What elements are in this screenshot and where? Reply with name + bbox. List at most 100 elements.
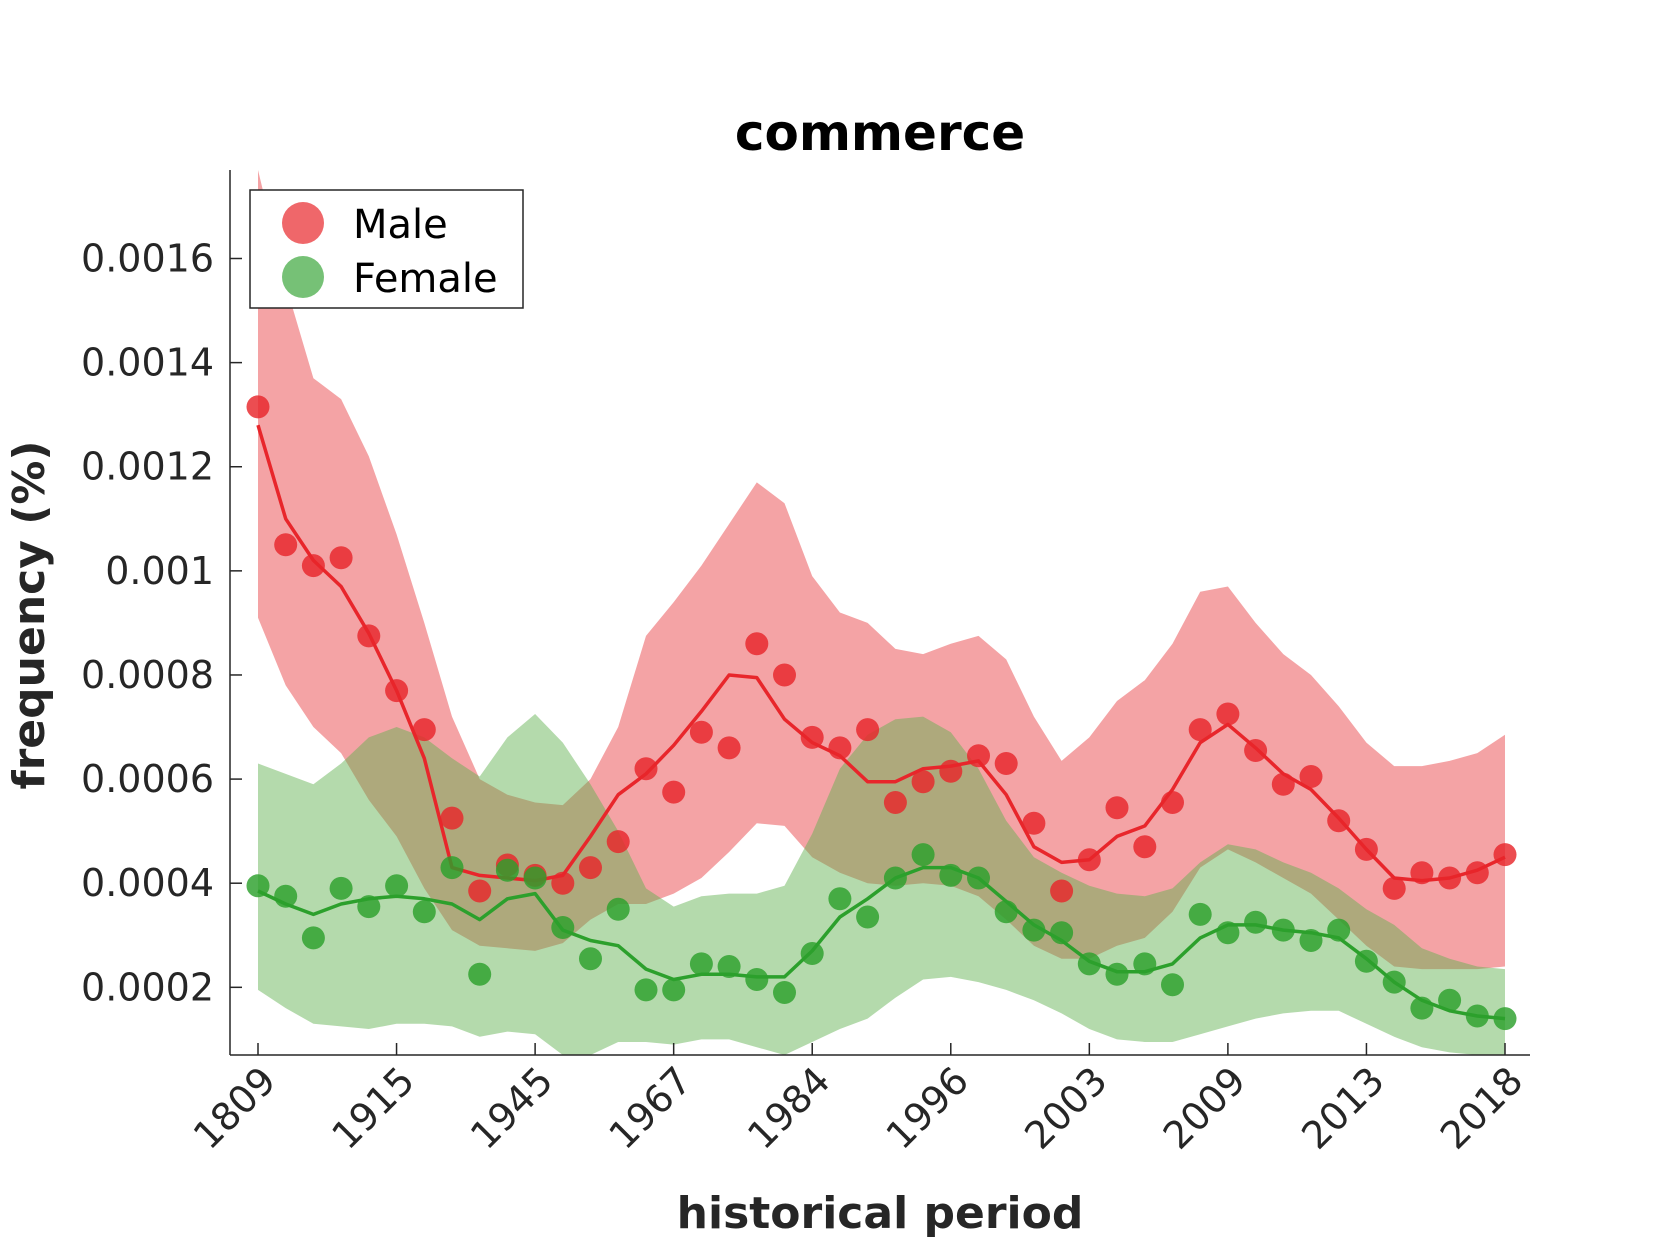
x-tick-label: 1996 [878,1058,978,1158]
female-data-point [551,916,575,939]
female-data-point [662,978,686,1002]
trend-lines [256,424,1506,1021]
female-data-point [1133,952,1157,976]
male-data-point [634,757,658,781]
female-data-point [329,876,353,900]
y-axis-label: frequency (%) [4,440,55,789]
male-data-point [329,546,353,570]
male-data-point [773,663,796,687]
male-confidence-band [258,170,1505,970]
female-data-point [1299,929,1323,952]
male-data-point [828,736,852,760]
male-data-point [883,791,907,814]
y-tick-label: 0.0004 [81,861,214,905]
female-data-point [579,947,602,971]
male-data-point [440,806,464,830]
male-data-point [1188,718,1212,742]
female-data-point [301,926,325,950]
x-tick-label: 2009 [1155,1058,1255,1158]
male-data-point [301,554,325,578]
male-data-point [1105,796,1129,820]
female-data-point [1465,1004,1489,1028]
male-data-point [1161,791,1184,814]
female-data-point [1188,902,1212,926]
female-data-point [1105,962,1129,986]
female-data-point [440,856,464,880]
female-data-point [468,962,492,986]
female-data-point [883,866,907,890]
female-data-point [274,884,298,908]
y-tick-label: 0.0008 [81,653,214,697]
female-data-point [1077,952,1101,976]
male-data-point [1216,702,1240,726]
male-data-point [357,624,381,648]
male-data-point [1410,861,1434,885]
female-data-point [495,858,519,882]
male-data-point [551,871,575,895]
female-data-point [1493,1007,1517,1031]
female-data-point [1410,996,1434,1020]
x-tick-label: 1984 [739,1058,839,1158]
female-data-point [773,981,796,1004]
male-data-point [606,830,630,854]
female-data-point [412,900,436,924]
female-confidence-band [258,714,1505,1055]
data-points [246,395,1517,1031]
legend-male-marker [282,202,324,244]
y-tick-label: 0.0016 [81,237,214,281]
male-data-point [1133,835,1157,859]
male-data-point [662,780,686,804]
male-data-point [1022,811,1046,835]
male-data-point [1271,772,1295,796]
y-tick-label: 0.0014 [81,341,214,385]
female-data-point [717,955,741,978]
x-tick-label: 2018 [1432,1058,1532,1158]
x-tick-label: 1809 [185,1058,285,1158]
x-tick-label: 2013 [1293,1058,1393,1158]
male-data-point [717,736,741,760]
female-data-point [994,900,1018,924]
chart-title: commerce [735,104,1025,162]
male-data-point [1382,876,1406,900]
male-data-point [412,718,436,742]
female-data-point [800,942,824,965]
female-data-point [1271,918,1295,942]
male-data-point [911,770,935,794]
male-data-point [468,879,492,903]
male-data-point [745,632,769,656]
male-data-point [800,725,824,749]
male-data-point [994,752,1018,775]
male-data-point [1465,861,1489,885]
male-data-point [1493,843,1517,867]
female-data-point [357,895,381,919]
male-data-point [579,856,602,880]
male-data-point [1354,837,1378,861]
male-trend-line [256,424,1506,883]
female-data-point [1354,949,1378,973]
female-data-point [1382,970,1406,994]
female-data-point [967,866,990,890]
x-tick-label: 2003 [1016,1058,1116,1158]
x-axis-label: historical period [677,1188,1084,1239]
male-data-point [689,720,713,744]
legend-male-label: Male [353,202,448,248]
female-data-point [1327,918,1351,942]
confidence-bands [258,170,1505,1055]
y-tick-label: 0.0006 [81,757,214,801]
male-data-point [939,759,963,783]
male-data-point [856,718,880,742]
y-tick-label: 0.0002 [81,965,214,1009]
female-data-point [689,952,713,976]
y-axis-ticks: 0.0002 0.0004 0.0006 0.0008 0.001 0.0012 0.001… [81,237,242,1009]
male-data-point [1050,879,1074,903]
x-tick-label: 1945 [462,1058,562,1158]
legend-female-marker [282,256,324,298]
x-tick-label: 1915 [323,1058,423,1158]
female-data-point [828,887,852,911]
female-data-point [385,874,409,898]
female-data-point [745,968,769,991]
female-data-point [911,843,935,867]
female-data-point [856,905,880,929]
